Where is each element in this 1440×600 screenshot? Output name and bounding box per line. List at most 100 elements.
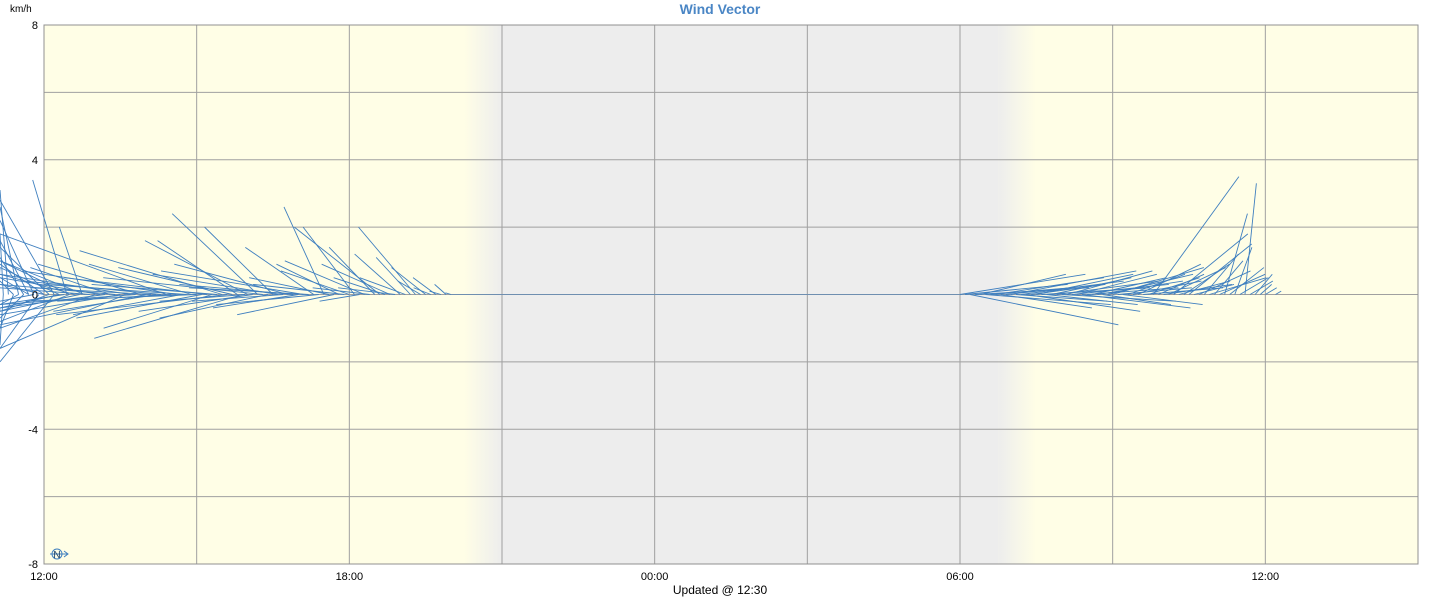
wind-vector [1122, 294, 1203, 306]
wind-vector [1092, 277, 1167, 295]
chart-title: Wind Vector [680, 1, 761, 17]
wind-vector [1265, 287, 1277, 295]
wind-vector [103, 294, 213, 329]
x-tick-label: 18:00 [336, 571, 364, 583]
wind-vector [32, 179, 68, 295]
wind-vector [1036, 273, 1134, 295]
wind-vector [1224, 213, 1248, 295]
wind-vector [970, 294, 1119, 326]
wind-vector [88, 263, 192, 295]
wind-vector [0, 294, 65, 306]
wind-vector [237, 294, 335, 316]
wind-vector [1168, 267, 1226, 295]
wind-vector [188, 287, 309, 295]
x-axis-ticks: 12:00 18:00 00:00 06:00 12:00 [30, 571, 1279, 583]
wind-vector [0, 280, 14, 295]
wind-vector [1158, 273, 1205, 295]
wind-vector [1010, 270, 1137, 295]
wind-vector [216, 294, 319, 306]
wind-vector [43, 283, 187, 295]
wind-vector [1249, 280, 1274, 295]
compass-north-label: N [53, 550, 60, 561]
wind-vector [1127, 273, 1186, 295]
wind-vector [212, 294, 299, 309]
wind-vector [359, 277, 406, 295]
wind-vector [397, 280, 421, 295]
x-tick-label: 00:00 [641, 571, 669, 583]
wind-vector [1254, 273, 1273, 295]
updated-footer: Updated @ 12:30 [673, 583, 768, 597]
wind-vector [0, 273, 75, 295]
wind-vector [0, 260, 85, 295]
wind-vector [302, 226, 355, 295]
wind-vector [159, 294, 246, 302]
wind-vector [53, 294, 157, 312]
wind-vector [1188, 243, 1252, 295]
y-tick-label: 8 [32, 20, 38, 32]
wind-vector [191, 294, 284, 302]
wind-vector [79, 250, 223, 295]
wind-vector [1132, 280, 1202, 295]
wind-vector [174, 263, 289, 295]
wind-vector [1046, 294, 1138, 306]
y-tick-label: 4 [32, 155, 38, 167]
wind-vector [1112, 267, 1204, 295]
wind-vector [0, 190, 9, 295]
wind-vector [1061, 294, 1176, 302]
wind-vector [1076, 273, 1157, 295]
wind-vector [1259, 284, 1272, 295]
wind-vector [1026, 294, 1141, 312]
wind-vector [1143, 287, 1224, 295]
wind-vectors [0, 176, 1282, 363]
y-tick-label: 0 [32, 290, 38, 302]
x-tick-label: 12:00 [30, 571, 58, 583]
wind-vector [321, 263, 391, 295]
wind-vector [354, 253, 401, 295]
wind-vector [245, 246, 314, 295]
wind-vector [159, 294, 269, 319]
wind-vector [0, 267, 60, 295]
x-tick-label: 12:00 [1252, 571, 1280, 583]
wind-vector [1153, 176, 1240, 295]
wind-vector [0, 294, 146, 326]
wind-vector [58, 226, 83, 295]
wind-vector [73, 294, 182, 316]
y-tick-label: -8 [28, 559, 38, 571]
wind-vector [91, 283, 218, 295]
x-tick-label: 06:00 [946, 571, 974, 583]
wind-vector [252, 283, 345, 295]
wind-vector [1082, 294, 1191, 309]
y-tick-label: -4 [28, 424, 38, 436]
wind-vector [980, 273, 1066, 295]
wind-vector [37, 263, 141, 295]
wind-vector [138, 294, 253, 312]
y-axis-unit-label: km/h [10, 4, 32, 15]
wind-vector [204, 226, 274, 295]
wind-vector [1097, 280, 1183, 295]
compass-north-icon: N [50, 548, 69, 561]
wind-vector [283, 206, 325, 295]
wind-vector [985, 294, 1111, 306]
wind-vector [1244, 183, 1257, 295]
wind-vector [1137, 263, 1202, 295]
wind-vector [434, 284, 447, 295]
wind-vector [0, 294, 55, 363]
wind-vector [144, 240, 248, 295]
wind-vector [312, 287, 370, 295]
wind-vector [1239, 277, 1269, 295]
wind-vector [171, 213, 259, 295]
wind-vector [0, 294, 106, 309]
wind-vector [30, 267, 111, 295]
wind-vector [375, 257, 411, 295]
y-axis-ticks: 8 4 0 -4 -8 [28, 20, 38, 571]
wind-vector [160, 270, 304, 295]
wind-vector [1066, 270, 1153, 295]
wind-vector [1102, 294, 1171, 306]
wind-vector [319, 294, 360, 302]
wind-vector [118, 267, 233, 295]
wind-vector [328, 247, 376, 295]
wind-vector [1107, 273, 1194, 295]
wind-vector [1173, 233, 1249, 295]
wind-vector [22, 270, 177, 295]
wind-vector [76, 294, 202, 319]
